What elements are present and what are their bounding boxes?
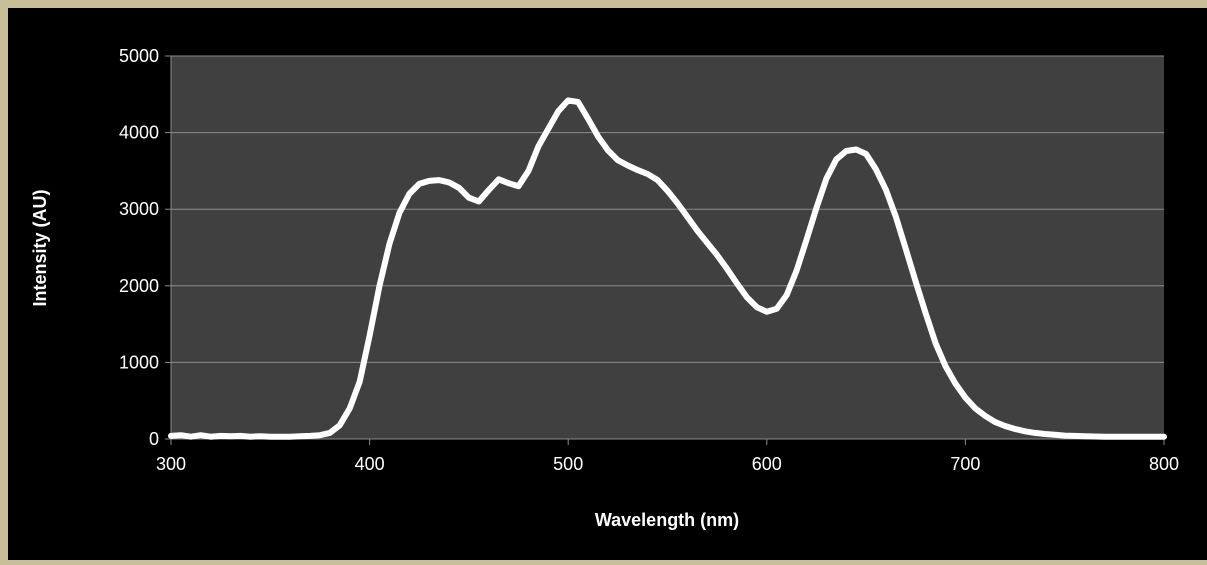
x-tick-label-600: 600 bbox=[752, 454, 782, 474]
y-tick-label-3000: 3000 bbox=[119, 199, 159, 219]
x-tick-label-300: 300 bbox=[156, 454, 186, 474]
y-tick-label-5000: 5000 bbox=[119, 46, 159, 66]
y-tick-label-2000: 2000 bbox=[119, 276, 159, 296]
chart-frame: 0 1000 2000 3000 4000 5000 300 400 500 600 700 800 … bbox=[8, 8, 1207, 560]
x-axis-title: Wavelength (nm) bbox=[595, 510, 739, 530]
plot-area bbox=[171, 56, 1164, 439]
series-line-0 bbox=[168, 97, 1167, 440]
gridlines bbox=[171, 55, 1164, 363]
x-tick-label-400: 400 bbox=[355, 454, 385, 474]
y-tick-label-1000: 1000 bbox=[119, 352, 159, 372]
x-tick-label-700: 700 bbox=[950, 454, 980, 474]
y-axis-title: Intensity (AU) bbox=[30, 189, 50, 306]
axis-ticks: 0 1000 2000 3000 4000 5000 300 400 500 600 700 800 bbox=[119, 46, 1179, 474]
y-tick-label-0: 0 bbox=[149, 429, 159, 449]
x-tick-label-800: 800 bbox=[1149, 454, 1179, 474]
y-tick-label-4000: 4000 bbox=[119, 123, 159, 143]
series-layer bbox=[168, 97, 1167, 440]
x-tick-label-500: 500 bbox=[553, 454, 583, 474]
